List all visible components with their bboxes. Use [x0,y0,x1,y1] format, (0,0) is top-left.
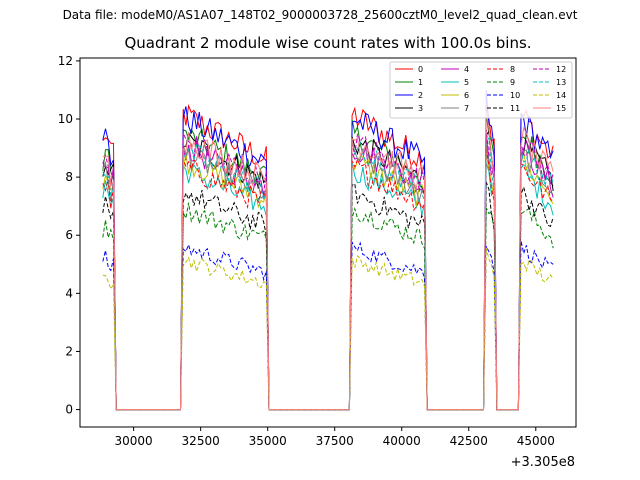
y-tick-label: 10 [58,112,73,126]
axis-ticks: 30000 32500 35000 37500 40000 42500 45000 0 2 4 6 8… [58,54,555,448]
legend-label-9: 9 [510,78,515,87]
y-tick-label: 8 [65,170,73,184]
x-tick-label: 35000 [249,434,287,448]
legend-label-3: 3 [418,104,423,113]
series-line-14 [102,248,554,411]
legend-label-7: 7 [464,104,469,113]
x-tick-label: 45000 [517,434,555,448]
legend-label-6: 6 [464,91,469,100]
series-line-15 [102,111,554,411]
legend-label-0: 0 [418,65,423,74]
y-tick-label: 2 [65,344,73,358]
x-tick-label: 30000 [115,434,153,448]
y-tick-label: 6 [65,228,73,242]
legend-label-13: 13 [556,78,566,87]
x-offset-label: +3.305e8 [511,455,575,470]
legend-label-12: 12 [556,65,566,74]
x-tick-label: 32500 [182,434,220,448]
x-tick-label: 42500 [450,434,488,448]
legend-label-11: 11 [510,104,520,113]
y-tick-label: 0 [65,403,73,417]
chart-title: Quadrant 2 module wise count rates with … [124,34,532,52]
legend-label-10: 10 [510,91,520,100]
series-lines [102,89,554,411]
legend-label-4: 4 [464,65,469,74]
legend-label-14: 14 [556,91,566,100]
legend-box [389,61,573,119]
x-tick-label: 40000 [383,434,421,448]
y-tick-label: 12 [58,54,73,68]
legend-label-15: 15 [556,104,566,113]
x-tick-label: 37500 [316,434,354,448]
legend-label-8: 8 [510,65,515,74]
y-tick-label: 4 [65,286,73,300]
legend-label-2: 2 [418,91,423,100]
data-file-label: Data file: modeM0/AS1A07_148T02_90000037… [62,8,578,22]
axes-frame [79,57,577,428]
legend-label-5: 5 [464,78,469,87]
legend-label-1: 1 [418,78,423,87]
